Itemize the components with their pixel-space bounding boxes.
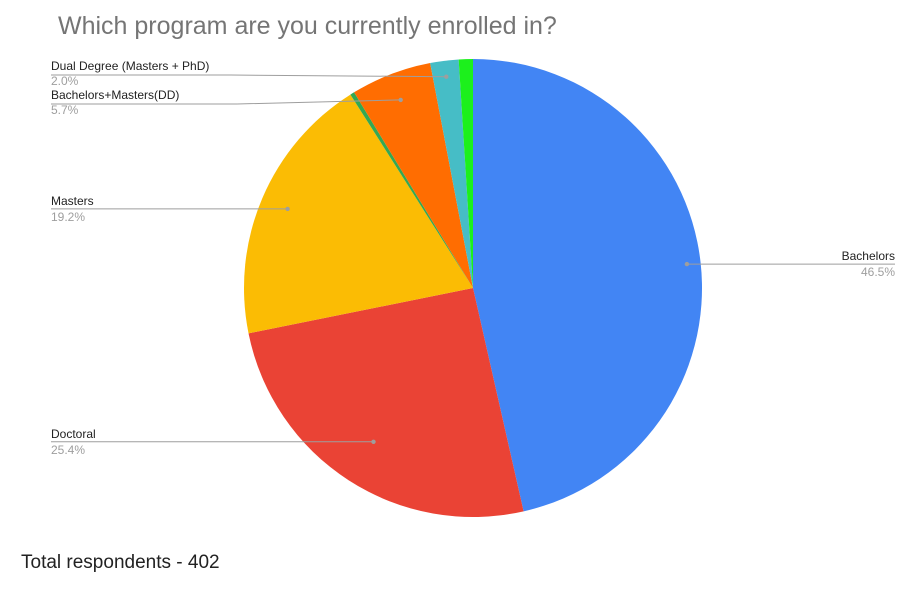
pie-slices [243, 59, 703, 518]
pie-slice-masters [243, 94, 473, 334]
total-respondents-note: Total respondents - 402 [21, 552, 220, 573]
leader-dot-doctoral [371, 439, 376, 444]
slice-labels: Bachelors 46.5% Doctoral 25.4% Masters 19.2% B… [51, 59, 895, 457]
pie-slice-doctoral [248, 288, 524, 518]
pie-slice-dual-degree-masters-phd [430, 59, 473, 289]
slice-percent-bachelors-masters-dd: 5.7% [51, 103, 79, 117]
slice-label-masters: Masters [51, 194, 94, 208]
slice-percent-bachelors: 46.5% [861, 265, 895, 279]
leader-line-bachelors-masters-dd [51, 99, 401, 105]
leader-dot-bachelors [684, 261, 690, 267]
pie-slice-bachelors-masters-dd [354, 63, 473, 288]
leader-dot-bachelors-masters-dd [398, 97, 403, 103]
leader-dot-dual-degree-masters-phd [444, 74, 449, 79]
slice-label-bachelors-masters-dd: Bachelors+Masters(DD) [51, 88, 179, 102]
leader-line-dual-degree-masters-phd [51, 74, 447, 78]
pie-slice-unlabeled-3 [350, 92, 473, 288]
leader-dot-masters [285, 206, 290, 212]
pie-slice-unlabeled-6 [458, 59, 473, 288]
pie-slice-bachelors [473, 59, 703, 512]
chart-title: Which program are you currently enrolled… [58, 12, 557, 40]
slice-percent-dual-degree-masters-phd: 2.0% [51, 74, 79, 88]
leader-lines [51, 74, 895, 444]
slice-label-bachelors: Bachelors [842, 249, 895, 263]
slice-percent-doctoral: 25.4% [51, 443, 85, 457]
slice-percent-masters: 19.2% [51, 210, 85, 224]
slice-label-dual-degree-masters-phd: Dual Degree (Masters + PhD) [51, 59, 209, 73]
slice-label-doctoral: Doctoral [51, 427, 96, 441]
